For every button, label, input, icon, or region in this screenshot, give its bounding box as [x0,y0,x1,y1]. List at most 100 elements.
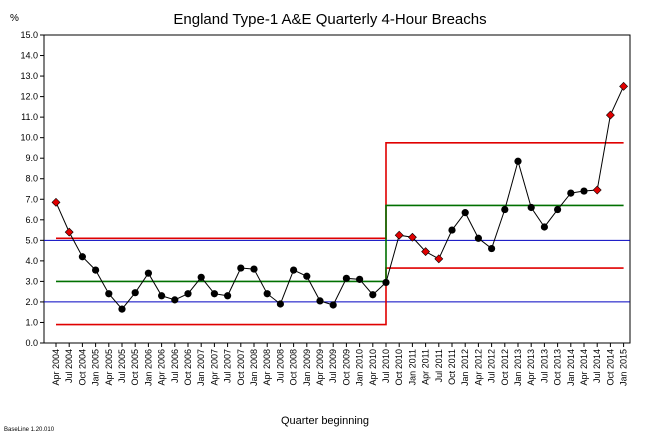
data-point [171,296,179,304]
data-point [131,289,139,297]
data-point [540,223,549,231]
x-tick-label: Jan 2009 [302,349,312,386]
data-point [184,290,192,298]
y-axis-label: % [10,13,19,24]
plot-area: 0.0 1.0 2.0 3.0 4.0 5.0 6.0 7.0 8.0 9.0 10.0 11.0 12… [20,30,631,386]
data-point [118,305,126,313]
x-tick-label: Apr 2006 [157,349,167,386]
special-cause-point [407,232,417,242]
mean-line [56,204,624,283]
y-tick-label: 0.0 [25,338,38,348]
x-tick-label: Apr 2013 [526,349,536,386]
special-cause-point [619,81,629,91]
upper-control-limit [56,142,624,240]
data-point [369,291,377,299]
x-tick-label: Oct 2011 [447,349,457,385]
x-tick-label: Jan 2014 [566,349,576,386]
x-tick-label: Jan 2010 [355,349,365,386]
footer-note: BaseLine 1.20.010 [4,427,55,433]
data-point [276,300,284,308]
x-tick-label: Jul 2007 [223,349,233,383]
x-tick-label: Jul 2006 [170,349,180,383]
data-point [303,272,311,280]
data-point [263,290,271,298]
data-point [342,274,350,282]
data-point [514,157,522,165]
x-tick-label: Oct 2013 [553,349,563,386]
data-point [356,275,364,283]
x-tick-label: Jul 2008 [275,349,285,383]
x-tick-label: Oct 2005 [130,349,140,386]
y-tick-label: 14.0 [20,51,38,61]
data-point [580,187,588,195]
data-point [250,265,258,273]
y-tick-label: 3.0 [25,276,38,286]
x-tick-label: Jul 2013 [539,349,549,383]
x-tick-label: Oct 2010 [394,349,404,386]
data-point [567,189,575,197]
x-tick-label: Apr 2009 [315,349,325,386]
x-tick-label: Jan 2007 [196,349,206,386]
chart-title: England Type-1 A&E Quarterly 4-Hour Brea… [173,11,486,28]
x-tick-label: Jan 2015 [619,349,629,386]
x-tick-label: Oct 2004 [77,349,87,386]
x-tick-label: Oct 2014 [605,349,615,386]
x-tick-label: Jan 2012 [460,349,470,386]
x-tick-label: Oct 2006 [183,349,193,386]
x-tick-label: Jan 2013 [513,349,523,386]
data-point [290,266,298,274]
data-point [237,264,245,272]
x-tick-label: Jan 2005 [91,349,101,386]
x-tick-label: Oct 2012 [500,349,510,386]
y-tick-label: 1.0 [25,317,38,327]
data-point [329,301,337,309]
data-point [105,290,113,298]
special-cause-point [421,247,431,257]
x-tick-label: Jul 2004 [64,349,74,383]
x-tick-label: Jan 2008 [249,349,259,386]
x-tick-label: Oct 2008 [289,349,299,386]
data-point [474,234,482,242]
y-tick-label: 8.0 [25,174,38,184]
special-cause-point [605,110,615,120]
data-point [144,269,152,277]
x-tick-label: Apr 2007 [209,349,219,386]
x-tick-label: Jan 2011 [407,349,417,385]
data-point [78,253,86,261]
y-tick-label: 4.0 [25,256,38,266]
data-point [92,266,100,274]
y-tick-label: 15.0 [20,30,38,40]
y-tick-label: 5.0 [25,235,38,245]
y-tick-label: 7.0 [25,194,38,204]
x-tick-label: Jul 2010 [381,349,391,383]
x-tick-label: Apr 2014 [579,349,589,386]
data-point [158,292,166,300]
x-tick-label: Oct 2009 [341,349,351,386]
data-point [501,205,509,214]
x-tick-label: Jul 2009 [328,349,338,383]
x-tick-label: Oct 2007 [236,349,246,386]
y-tick-label: 10.0 [20,133,38,143]
data-point [197,273,205,281]
x-tick-label: Apr 2005 [104,349,114,386]
data-point [488,244,496,253]
lower-control-limit [56,267,624,326]
y-tick-label: 12.0 [20,92,38,102]
y-tick-label: 6.0 [25,215,38,225]
y-tick-label: 13.0 [20,71,38,81]
data-point [527,203,535,212]
data-point [554,205,562,214]
special-cause-point [51,197,61,207]
x-tick-label: Jul 2012 [487,349,497,383]
data-point [210,290,218,298]
special-cause-point [592,185,602,195]
x-tick-label: Jul 2011 [434,349,444,382]
x-tick-label: Jul 2014 [592,349,602,383]
data-point [382,278,390,287]
x-tick-label: Jan 2006 [143,349,153,386]
x-tick-label: Apr 2012 [473,349,483,386]
data-point [316,297,324,305]
x-tick-label: Jul 2005 [117,349,127,383]
data-point [224,292,232,300]
